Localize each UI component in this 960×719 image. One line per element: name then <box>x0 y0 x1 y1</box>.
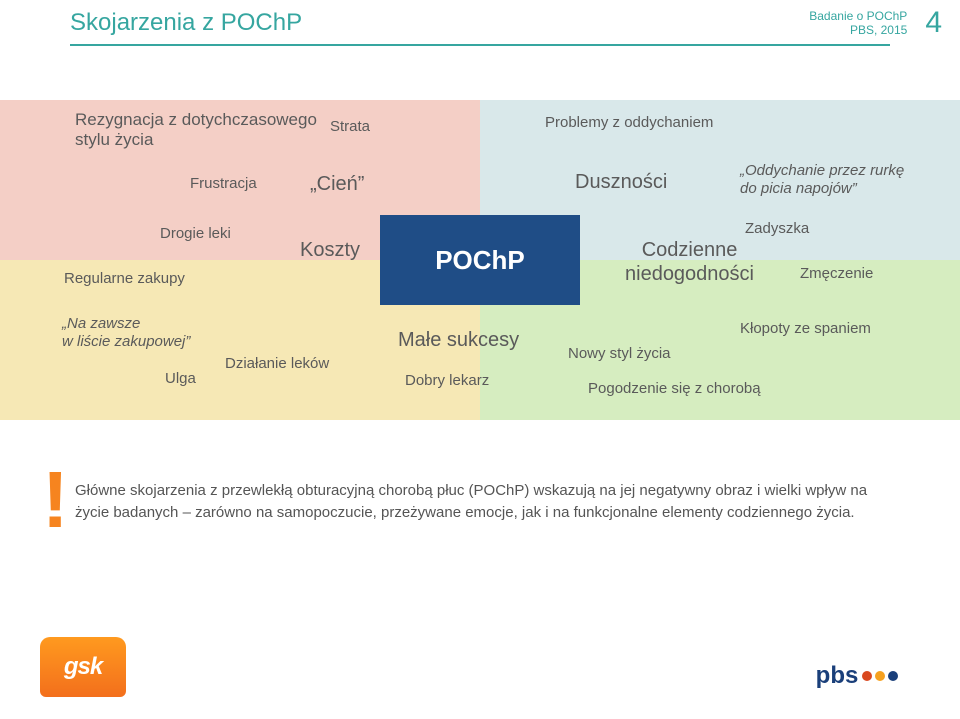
diagram-label: „Na zawsze w liście zakupowej” <box>62 315 190 351</box>
pbs-dot-3 <box>888 671 898 681</box>
diagram-label: Zadyszka <box>745 220 809 238</box>
diagram-label: Regularne zakupy <box>64 270 185 288</box>
exclamation-icon: ! <box>42 460 69 540</box>
diagram-label: Dobry lekarz <box>405 372 489 390</box>
pbs-dot-1 <box>862 671 872 681</box>
diagram-label: Problemy z oddychaniem <box>545 114 713 132</box>
page-number: 4 <box>925 6 942 40</box>
diagram-label: Małe sukcesy <box>398 328 519 352</box>
diagram-label: Ulga <box>165 370 196 388</box>
center-label: POChP <box>435 245 525 276</box>
diagram-label: Drogie leki <box>160 225 231 243</box>
diagram-label: Nowy styl życia <box>568 345 671 363</box>
diagram-label: Pogodzenie się z chorobą <box>588 380 761 398</box>
center-box: POChP <box>380 215 580 305</box>
pbs-logo: pbs <box>802 655 912 697</box>
pbs-dots <box>862 671 898 681</box>
pbs-dot-2 <box>875 671 885 681</box>
diagram-label: Codzienne niedogodności <box>625 238 754 286</box>
header-underline <box>70 44 890 46</box>
subtitle-line2: PBS, 2015 <box>809 23 907 37</box>
diagram-label: Frustracja <box>190 175 257 193</box>
diagram-label: „Cień” <box>310 172 364 196</box>
diagram-label: Duszności <box>575 170 667 194</box>
diagram-label: Kłopoty ze spaniem <box>740 320 871 338</box>
summary-text: Główne skojarzenia z przewlekłą obturacy… <box>75 480 870 524</box>
page-title: Skojarzenia z POChP <box>70 9 809 37</box>
subtitle-line1: Badanie o POChP <box>809 9 907 23</box>
diagram-label: Działanie leków <box>225 355 329 373</box>
pbs-text: pbs <box>816 662 859 690</box>
diagram-label: Rezygnacja z dotychczasowego stylu życia <box>75 110 317 151</box>
diagram-label: Koszty <box>300 238 360 262</box>
diagram-label: Strata <box>330 118 370 136</box>
gsk-logo: gsk <box>40 637 126 697</box>
quadrant-diagram: Rezygnacja z dotychczasowego stylu życia… <box>0 100 960 420</box>
study-subtitle: Badanie o POChP PBS, 2015 <box>809 9 907 38</box>
header: Skojarzenia z POChP Badanie o POChP PBS,… <box>0 0 960 46</box>
diagram-label: Zmęczenie <box>800 265 873 283</box>
diagram-label: „Oddychanie przez rurkę do picia napojów… <box>740 162 904 198</box>
